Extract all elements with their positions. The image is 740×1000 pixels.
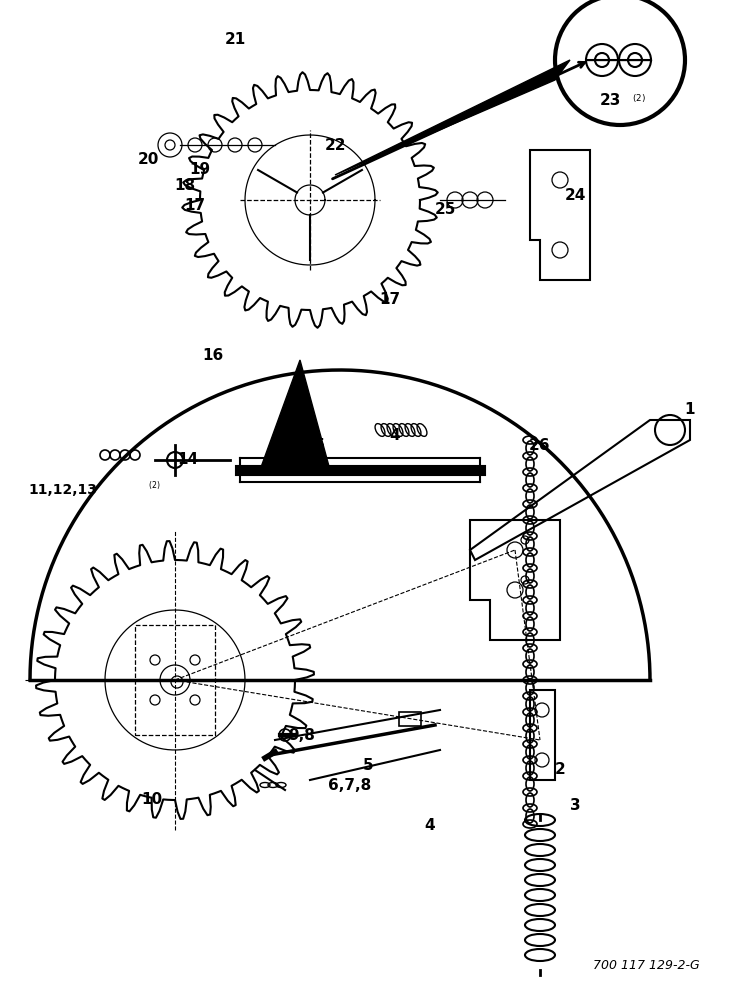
Text: 1: 1 [684, 402, 696, 418]
Polygon shape [260, 360, 330, 470]
Text: 21: 21 [224, 32, 246, 47]
Text: 3: 3 [570, 798, 580, 812]
Text: 17: 17 [184, 198, 206, 213]
Text: 4: 4 [425, 818, 435, 832]
Text: 14: 14 [178, 452, 198, 468]
Text: 17: 17 [380, 292, 400, 308]
Text: 22: 22 [324, 137, 346, 152]
Text: 24: 24 [565, 188, 585, 202]
Text: 23: 23 [599, 93, 621, 108]
Text: 700 117 129-2-G: 700 117 129-2-G [593, 959, 700, 972]
Text: 4: 4 [390, 428, 400, 442]
Text: 15: 15 [304, 438, 326, 452]
Text: 20: 20 [138, 152, 158, 167]
Text: 2: 2 [554, 762, 565, 778]
Text: 16: 16 [202, 348, 223, 362]
Text: 18: 18 [175, 178, 195, 192]
Text: 9,8: 9,8 [289, 728, 315, 742]
Text: 6,7,8: 6,7,8 [329, 778, 371, 792]
Text: $^{(2)}$: $^{(2)}$ [632, 95, 646, 108]
Text: 5: 5 [363, 758, 373, 772]
Polygon shape [335, 60, 570, 175]
Text: 26: 26 [529, 438, 551, 452]
Text: $^{(2)}$: $^{(2)}$ [148, 482, 161, 492]
Text: 19: 19 [189, 162, 211, 178]
Text: 25: 25 [434, 202, 456, 218]
Text: 10: 10 [141, 792, 163, 808]
Text: 11,12,13: 11,12,13 [29, 483, 98, 497]
